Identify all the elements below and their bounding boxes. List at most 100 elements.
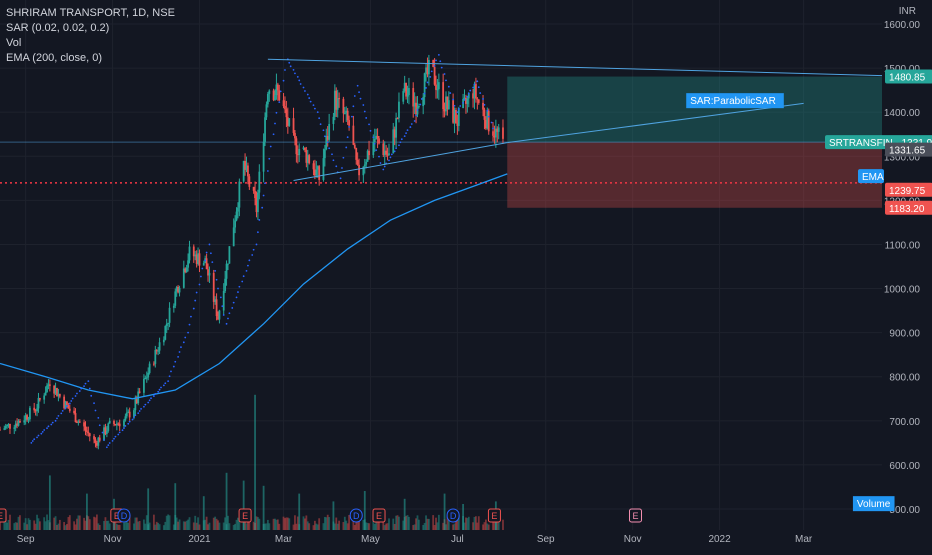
candle-up: [107, 423, 110, 431]
candle-down: [195, 254, 198, 264]
volume-bar: [477, 516, 480, 530]
candle-down: [155, 350, 158, 352]
sar-dot: [279, 90, 282, 93]
volume-bar: [348, 515, 350, 530]
sar-dot: [439, 60, 442, 63]
volume-bar: [3, 515, 6, 530]
candle-up: [383, 150, 386, 155]
candle-up: [185, 267, 188, 273]
trendline: [507, 102, 804, 144]
candle-down: [472, 93, 474, 99]
candle-up: [164, 326, 167, 340]
candle-up: [373, 139, 376, 143]
volume-bar: [248, 515, 251, 530]
price-tick-label: 1300.00: [884, 152, 921, 163]
volume-spike: [86, 493, 88, 530]
stop-price-tag: [885, 200, 932, 215]
price-tick-label: 800.00: [889, 373, 920, 384]
candle-down: [393, 129, 396, 138]
time-tick-label: May: [361, 534, 380, 545]
candle-up: [372, 142, 375, 156]
sar-dot: [195, 291, 198, 294]
candle-up: [315, 169, 318, 176]
sar-dot: [445, 79, 447, 82]
symbol-title[interactable]: SHRIRAM TRANSPORT, 1D, NSE: [6, 7, 175, 19]
candle-up: [422, 97, 425, 107]
volume-bar: [14, 522, 17, 530]
volume-bar: [9, 514, 11, 530]
candle-down: [272, 90, 275, 101]
volume-bar: [97, 523, 100, 530]
candle-up: [316, 166, 319, 170]
volume-bar: [436, 522, 439, 530]
sar-dot: [262, 194, 265, 197]
volume-bar: [222, 522, 225, 530]
sar-dot: [351, 115, 353, 118]
candle-down: [33, 407, 36, 411]
candle-up: [375, 135, 378, 140]
sar-dot: [362, 104, 365, 106]
volume-bar: [342, 522, 345, 530]
candle-down: [415, 102, 417, 115]
stop-zone: [507, 142, 882, 208]
sar-dot: [201, 267, 204, 270]
sar-dot: [66, 405, 68, 407]
sar-dot: [105, 446, 108, 449]
sar-dot: [298, 79, 301, 82]
candle-up: [115, 423, 118, 426]
sar-dot: [248, 259, 251, 262]
volume-bar: [492, 519, 494, 530]
candle-up: [343, 112, 346, 114]
sar-dot: [180, 346, 182, 349]
candle-up: [274, 95, 276, 101]
ema-indicator-label[interactable]: EMA (200, close, 0): [6, 52, 102, 64]
sar-dot: [174, 360, 177, 363]
candle-down: [88, 433, 91, 437]
sar-dot: [409, 126, 412, 128]
candle-up: [398, 101, 400, 119]
dividend-marker-letter: D: [450, 511, 457, 521]
sar-dot: [302, 86, 305, 89]
volume-bar: [214, 516, 217, 530]
volume-bar: [502, 519, 504, 530]
volume-bar: [476, 522, 479, 530]
volume-bar: [306, 521, 309, 530]
volume-indicator-label[interactable]: Vol: [6, 37, 22, 49]
candle-down: [285, 109, 288, 118]
earnings-marker: [628, 508, 642, 523]
volume-bar: [295, 523, 298, 530]
candle-down: [248, 176, 251, 187]
volume-bar: [36, 514, 38, 530]
sar-dot: [447, 85, 450, 88]
sar-indicator-label[interactable]: SAR (0.02, 0.02, 0.2): [6, 22, 110, 34]
volume-bar: [412, 525, 415, 530]
candle-down: [48, 384, 51, 386]
sar-dot: [425, 87, 427, 89]
sar-dot: [140, 407, 142, 410]
volume-bar: [257, 517, 259, 530]
volume-bar: [362, 519, 365, 530]
candle-up: [325, 135, 328, 150]
sar-dot: [41, 430, 44, 433]
sar-dot: [107, 444, 110, 447]
candle-down: [184, 268, 187, 273]
volume-bar: [194, 515, 197, 530]
volume-bar: [33, 520, 36, 530]
volume-bar: [4, 516, 7, 530]
sar-dot: [388, 159, 390, 162]
candle-down: [484, 119, 487, 129]
candle-down: [118, 423, 121, 427]
candle-down: [294, 132, 296, 139]
time-tick-label: 2022: [708, 534, 731, 545]
candle-up: [144, 377, 147, 379]
candle-up: [134, 399, 137, 411]
volume-bar: [423, 522, 426, 530]
dividend-marker-letter: D: [353, 511, 360, 521]
candle-up: [418, 106, 420, 108]
sar-dot: [76, 392, 78, 395]
candle-down: [152, 363, 155, 365]
volume-bar: [457, 515, 460, 530]
volume-bar: [217, 520, 219, 530]
